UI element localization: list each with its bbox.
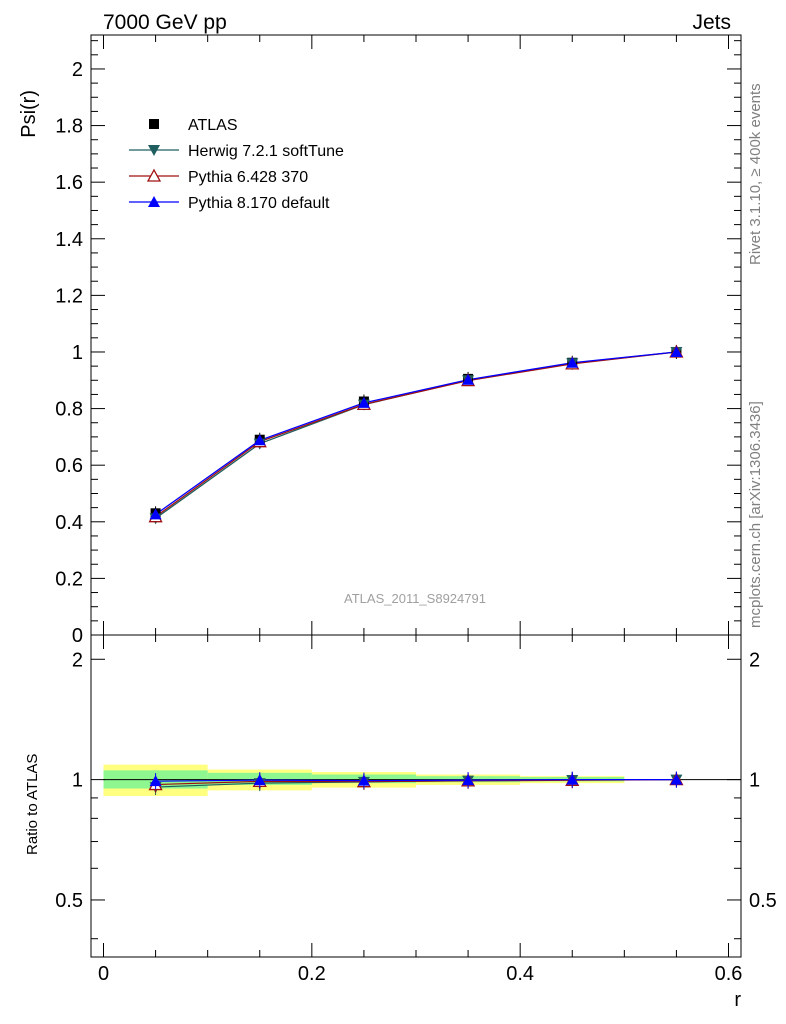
x-tick-label: 0.6 [715, 963, 743, 985]
x-tick-label: 0.4 [506, 963, 534, 985]
legend-marker-herwig [148, 145, 160, 156]
upper-y-tick-label: 2 [72, 59, 83, 81]
upper-y-tick-label: 1.2 [55, 285, 83, 307]
pythia8-point [462, 373, 475, 385]
ratio-plot-frame [90, 634, 742, 958]
ratio-y-tick-label-right: 1 [749, 770, 760, 792]
header-energy-label: 7000 GeV pp [103, 11, 227, 34]
ratio-point-pythia8 [566, 773, 579, 785]
upper-y-tick-label: 1.4 [55, 229, 83, 251]
legend-label-atlas: ATLAS [188, 117, 238, 134]
upper-y-tick-label: 0.2 [55, 568, 83, 590]
legend-marker-atlas [149, 119, 159, 129]
upper-plot: 0 0.2 0.4 0.6 0.8 1 1.2 1.4 1.6 1.8 2 ATLAS Herwig 7… [55, 34, 742, 647]
series-line-pythia6 [155, 351, 677, 518]
upper-y-tick-label: 1 [72, 342, 83, 364]
upper-y-tick-label: 0.6 [55, 455, 83, 477]
x-tick-label: 0.2 [298, 963, 326, 985]
rivet-version-label: Rivet 3.1.10, ≥ 400k events [747, 83, 764, 265]
series-line-herwig [155, 351, 677, 519]
upper-y-tick-label: 1.8 [55, 116, 83, 138]
ratio-plot: 0.5 0.5 1 1 2 2 0 0.2 0.4 0.6 [55, 634, 777, 985]
upper-y-tick-label: 0.8 [55, 399, 83, 421]
pythia8-point [149, 508, 162, 520]
ratio-y-tick-label-left: 2 [72, 649, 83, 671]
ratio-y-tick-label-right: 0.5 [749, 890, 777, 912]
upper-y-tick-label: 0.4 [55, 512, 83, 534]
ratio-y-axis-label: Ratio to ATLAS [24, 754, 41, 855]
ratio-point-pythia8 [149, 775, 162, 787]
x-tick-label: 0 [98, 963, 109, 985]
x-axis-label: r [734, 989, 741, 1011]
ratio-point-pythia8 [357, 774, 370, 786]
legend-label-herwig: Herwig 7.2.1 softTune [188, 143, 344, 160]
ratio-point-pythia8 [462, 774, 475, 786]
pythia8-point [670, 345, 683, 357]
upper-y-tick-label: 0 [72, 625, 83, 647]
ratio-y-tick-label-left: 0.5 [55, 890, 83, 912]
pythia8-point [253, 434, 266, 446]
header-process-label: Jets [692, 11, 731, 34]
pythia8-point [566, 356, 579, 368]
legend-label-pythia8: Pythia 8.170 default [188, 195, 330, 212]
ratio-y-tick-label-right: 2 [749, 649, 760, 671]
series-line-pythia8 [155, 351, 677, 515]
ratio-line-pythia8 [155, 779, 677, 782]
pythia8-point [357, 396, 370, 408]
analysis-id-label: ATLAS_2011_S8924791 [344, 591, 486, 606]
ratio-point-pythia8 [670, 773, 683, 785]
mcplots-reference-label: mcplots.cern.ch [arXiv:1306.3436] [747, 401, 764, 628]
legend-marker-pythia6 [146, 168, 162, 182]
upper-y-tick-label: 1.6 [55, 172, 83, 194]
legend-marker-pythia8 [148, 196, 160, 207]
legend-label-pythia6: Pythia 6.428 370 [188, 169, 308, 186]
ratio-y-tick-label-left: 1 [72, 770, 83, 792]
ratio-point-pythia8 [253, 774, 266, 786]
upper-y-axis-label: Psi(r) [18, 90, 40, 138]
